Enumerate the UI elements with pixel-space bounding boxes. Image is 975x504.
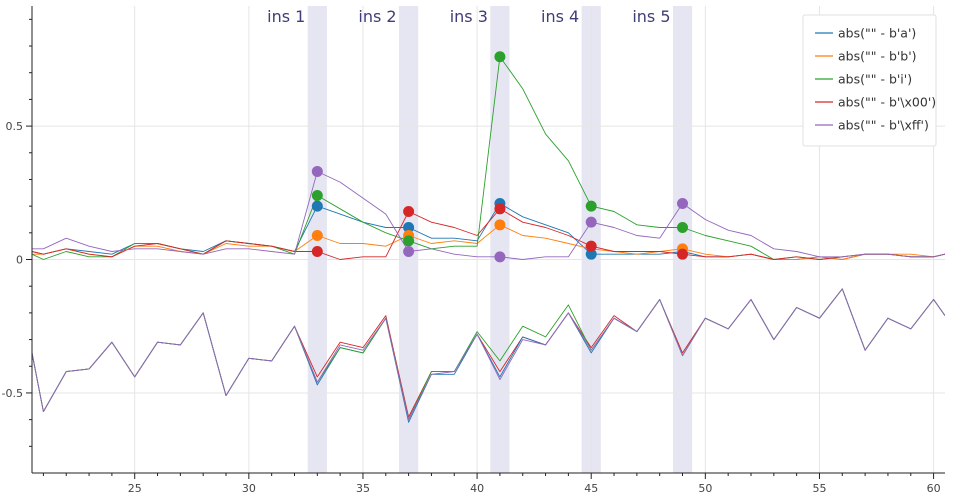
legend-label: abs("" - b'\x00') xyxy=(838,95,936,110)
legend-label: abs("" - b'i') xyxy=(838,72,912,87)
x-tick-label: 25 xyxy=(128,482,142,495)
x-tick-label: 30 xyxy=(242,482,256,495)
data-point-series-3 xyxy=(585,200,597,212)
data-point-series-1 xyxy=(311,200,323,212)
data-point-series-3 xyxy=(311,189,323,201)
legend-label: abs("" - b'\xff') xyxy=(838,118,929,133)
data-point-series-5 xyxy=(494,251,506,263)
legend-box xyxy=(802,14,937,147)
legend-label: abs("" - b'b') xyxy=(838,49,917,64)
data-point-series-2 xyxy=(311,229,323,241)
series-line-4 xyxy=(32,208,945,260)
data-point-series-5 xyxy=(311,165,323,177)
data-point-series-3 xyxy=(494,51,506,63)
band-3 xyxy=(490,6,510,473)
x-tick-label: 45 xyxy=(584,482,598,495)
legend: abs("" - b'a') abs("" - b'b') abs("" - b'i… xyxy=(802,14,937,147)
data-point-series-4 xyxy=(311,246,323,258)
band-label-1: ins 1 xyxy=(267,7,305,26)
band-5 xyxy=(672,6,693,473)
data-point-series-4 xyxy=(585,240,597,252)
band-label-3: ins 3 xyxy=(450,7,488,26)
data-point-series-4 xyxy=(494,203,506,215)
series-lines xyxy=(32,56,945,423)
x-tick-label: 55 xyxy=(812,482,826,495)
data-point-series-2 xyxy=(494,219,506,231)
data-point-series-1 xyxy=(585,248,597,260)
grid-group xyxy=(32,6,945,473)
series-markers xyxy=(311,51,689,263)
legend-label: abs("" - b'a') xyxy=(838,26,916,41)
data-point-series-5 xyxy=(403,246,415,258)
plot-background xyxy=(32,6,945,473)
band-label-5: ins 5 xyxy=(632,7,670,26)
band-label-2: ins 2 xyxy=(358,7,396,26)
data-point-series-4 xyxy=(677,248,689,260)
data-point-series-5 xyxy=(585,216,597,228)
data-point-series-4 xyxy=(403,205,415,217)
x-tick-label: 50 xyxy=(698,482,712,495)
y-tick-label: 0 xyxy=(16,254,23,267)
x-tick-label: 60 xyxy=(927,482,941,495)
x-tick-label: 35 xyxy=(356,482,370,495)
y-tick-label: 0.5 xyxy=(6,120,24,133)
data-point-series-5 xyxy=(677,197,689,209)
x-tick-label: 40 xyxy=(470,482,484,495)
band-label-4: ins 4 xyxy=(541,7,579,26)
data-point-series-3 xyxy=(677,221,689,233)
series-line-5 xyxy=(32,171,945,260)
series-line-9 xyxy=(32,288,945,421)
data-point-series-1 xyxy=(403,221,415,233)
y-tick-label: -0.5 xyxy=(2,387,23,400)
data-point-series-3 xyxy=(403,235,415,247)
